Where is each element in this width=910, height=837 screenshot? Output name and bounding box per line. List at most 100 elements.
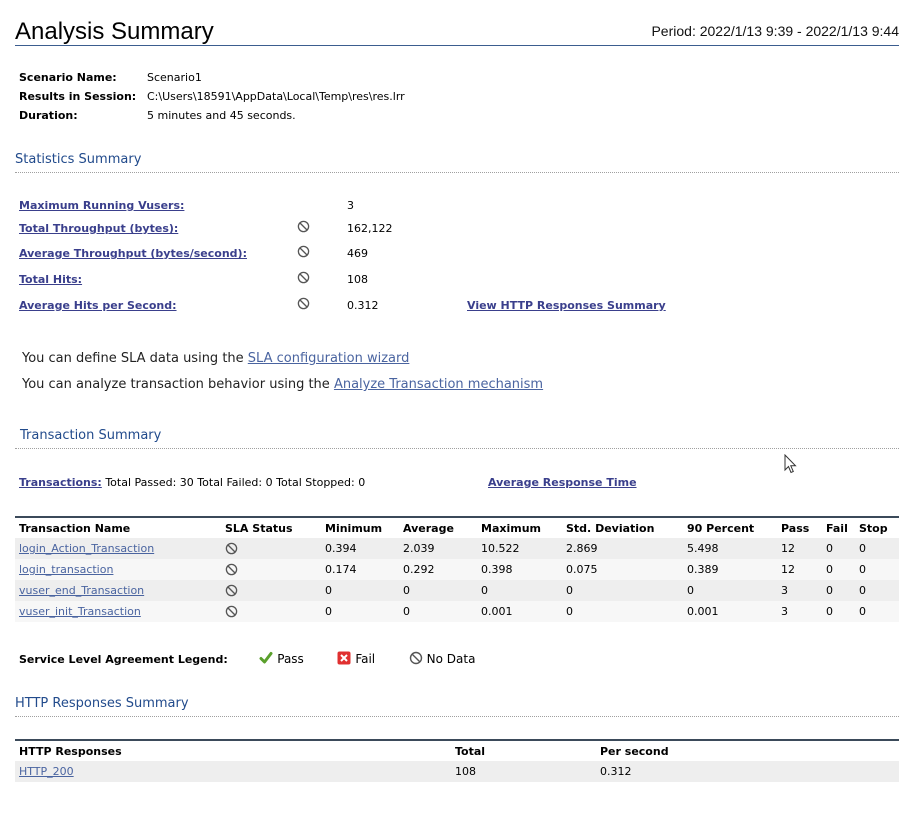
sla-status-cell [221, 601, 321, 622]
pass-cell: 3 [777, 601, 822, 622]
col-per-second: Per second [596, 739, 899, 761]
statistics-summary-heading: Statistics Summary [15, 152, 142, 167]
stat-max-running-vusers-value: 3 [347, 199, 354, 212]
sla-legend: Service Level Agreement Legend: Pass Fai… [19, 651, 505, 666]
col-std-deviation: Std. Deviation [562, 516, 683, 538]
average-cell: 0 [399, 601, 477, 622]
legend-no-data: No Data [409, 651, 476, 666]
duration-row: Duration: 5 minutes and 45 seconds. [19, 109, 296, 122]
transaction-table: Transaction Name SLA Status Minimum Aver… [15, 516, 899, 622]
sla-configuration-wizard-link[interactable]: SLA configuration wizard [247, 351, 410, 366]
sla-define-line: You can define SLA data using the SLA co… [22, 351, 409, 366]
period-range: Period: 2022/1/13 9:39 - 2022/1/13 9:44 [651, 23, 899, 39]
table-row: login_transaction 0.174 0.292 0.398 0.07… [15, 559, 899, 580]
fail-cell: 0 [822, 559, 855, 580]
transaction-name-link[interactable]: login_Action_Transaction [15, 538, 221, 559]
average-cell: 2.039 [399, 538, 477, 559]
analyze-transaction-link[interactable]: Analyze Transaction mechanism [333, 377, 544, 392]
col-fail: Fail [822, 516, 855, 538]
transaction-name-link[interactable]: vuser_end_Transaction [15, 580, 221, 601]
transaction-name-link[interactable]: vuser_init_Transaction [15, 601, 221, 622]
transactions-link[interactable]: Transactions: [19, 476, 102, 489]
fail-cell: 0 [822, 601, 855, 622]
maximum-cell: 0 [477, 580, 562, 601]
col-pass: Pass [777, 516, 822, 538]
sla-analyze-text: You can analyze transaction behavior usi… [22, 377, 334, 392]
transaction-table-header: Transaction Name SLA Status Minimum Aver… [15, 516, 899, 538]
percent-90-cell: 0.001 [683, 601, 777, 622]
percent-90-cell: 5.498 [683, 538, 777, 559]
fail-cell: 0 [822, 538, 855, 559]
table-row: vuser_end_Transaction 0 0 0 0 0 3 0 0 [15, 580, 899, 601]
no-data-icon [409, 651, 422, 665]
minimum-cell: 0 [321, 580, 399, 601]
sla-status-cell [221, 580, 321, 601]
col-maximum: Maximum [477, 516, 562, 538]
stat-total-throughput-link[interactable]: Total Throughput (bytes): [19, 222, 179, 235]
std-deviation-cell: 0 [562, 601, 683, 622]
stat-max-running-vusers-link[interactable]: Maximum Running Vusers: [19, 199, 185, 212]
transaction-summary-heading: Transaction Summary [20, 428, 162, 443]
std-deviation-cell: 0 [562, 580, 683, 601]
duration-label: Duration: [19, 109, 78, 122]
results-session-row: Results in Session: C:\Users\18591\AppDat… [19, 90, 405, 103]
results-session-value: C:\Users\18591\AppData\Local\Temp\res\re… [147, 90, 405, 103]
col-transaction-name: Transaction Name [15, 516, 221, 538]
table-row: HTTP_200 108 0.312 [15, 761, 899, 782]
stop-cell: 0 [855, 601, 899, 622]
std-deviation-cell: 2.869 [562, 538, 683, 559]
no-data-icon [225, 584, 238, 596]
stop-cell: 0 [855, 580, 899, 601]
table-row: login_Action_Transaction 0.394 2.039 10.… [15, 538, 899, 559]
http-200-link[interactable]: HTTP_200 [15, 761, 451, 782]
col-minimum: Minimum [321, 516, 399, 538]
title-divider [15, 45, 899, 46]
scenario-name-value: Scenario1 [147, 71, 202, 84]
pass-cell: 3 [777, 580, 822, 601]
total-cell: 108 [451, 761, 596, 782]
maximum-cell: 0.001 [477, 601, 562, 622]
no-data-icon [297, 245, 310, 258]
percent-90-cell: 0 [683, 580, 777, 601]
statistics-divider [15, 172, 899, 173]
legend-no-data-label: No Data [426, 652, 476, 666]
average-cell: 0 [399, 580, 477, 601]
no-data-icon [297, 220, 310, 233]
stop-cell: 0 [855, 538, 899, 559]
view-http-responses-link[interactable]: View HTTP Responses Summary [467, 299, 666, 312]
fail-cell: 0 [822, 580, 855, 601]
legend-fail: Fail [337, 651, 375, 666]
http-table-header: HTTP Responses Total Per second [15, 739, 899, 761]
percent-90-cell: 0.389 [683, 559, 777, 580]
transaction-divider [15, 448, 899, 449]
legend-pass-label: Pass [277, 652, 304, 666]
average-cell: 0.292 [399, 559, 477, 580]
stat-average-throughput-link[interactable]: Average Throughput (bytes/second): [19, 247, 247, 260]
col-stop: Stop [855, 516, 899, 538]
per-second-cell: 0.312 [596, 761, 899, 782]
page-title: Analysis Summary [15, 18, 214, 45]
stop-cell: 0 [855, 559, 899, 580]
minimum-cell: 0.174 [321, 559, 399, 580]
results-session-label: Results in Session: [19, 90, 137, 103]
sla-status-cell [221, 538, 321, 559]
fail-x-icon [337, 651, 351, 665]
transaction-name-link[interactable]: login_transaction [15, 559, 221, 580]
scenario-name-label: Scenario Name: [19, 71, 117, 84]
col-total: Total [451, 739, 596, 761]
stat-total-throughput-value: 162,122 [347, 222, 393, 235]
transactions-totals: Total Passed: 30 Total Failed: 0 Total S… [105, 476, 366, 489]
average-response-time-link[interactable]: Average Response Time [488, 476, 637, 489]
http-divider [15, 716, 899, 717]
maximum-cell: 10.522 [477, 538, 562, 559]
stat-total-hits-link[interactable]: Total Hits: [19, 273, 83, 286]
stat-average-hits-link[interactable]: Average Hits per Second: [19, 299, 177, 312]
table-row: vuser_init_Transaction 0 0 0.001 0 0.001… [15, 601, 899, 622]
mouse-cursor-icon [784, 454, 797, 474]
col-90-percent: 90 Percent [683, 516, 777, 538]
check-icon [259, 652, 273, 664]
stat-average-hits-value: 0.312 [347, 299, 379, 312]
duration-value: 5 minutes and 45 seconds. [147, 109, 296, 122]
std-deviation-cell: 0.075 [562, 559, 683, 580]
legend-fail-label: Fail [355, 652, 376, 666]
